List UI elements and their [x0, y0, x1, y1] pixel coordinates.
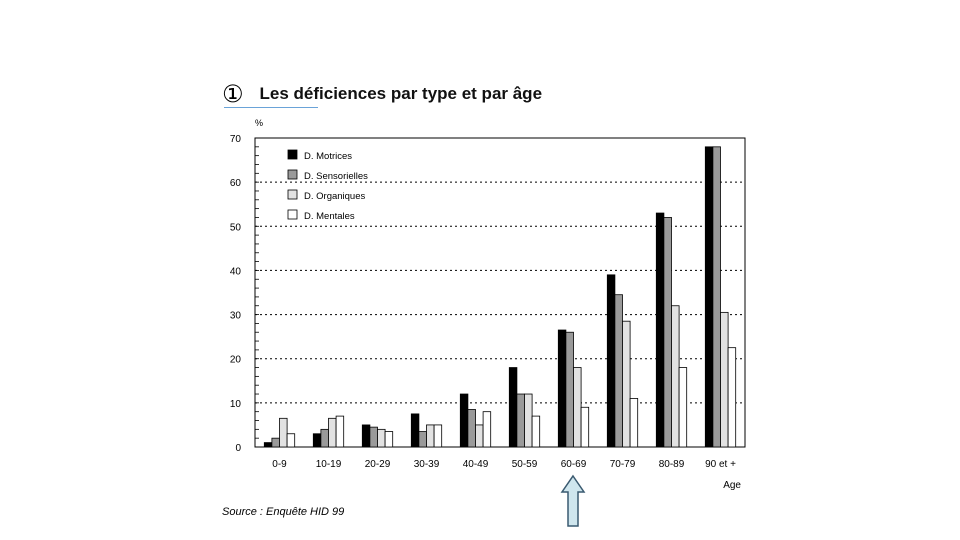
bar-1 — [263, 442, 273, 448]
figure-number: ① — [222, 80, 244, 108]
bar-1 — [410, 413, 420, 448]
x-tick-label: 20-29 — [365, 459, 391, 470]
bar-4 — [678, 367, 688, 448]
bar-4 — [482, 411, 492, 448]
legend-label: D. Motrices — [304, 151, 352, 162]
bar-3 — [622, 320, 631, 448]
bar-2 — [516, 393, 525, 448]
legend-label: D. Sensorielles — [304, 171, 368, 182]
bar-4 — [433, 424, 443, 448]
bar-4 — [286, 433, 296, 448]
bar-3 — [279, 417, 288, 448]
bar-4 — [580, 406, 590, 448]
legend-label: D. Mentales — [304, 211, 355, 222]
bar-3 — [671, 305, 680, 448]
source-note: Source : Enquête HID 99 — [222, 506, 345, 518]
legend-swatch — [287, 209, 298, 220]
bar-3 — [328, 417, 337, 448]
bar-2 — [712, 146, 721, 448]
bar-4 — [531, 415, 541, 448]
bar-1 — [312, 433, 322, 448]
x-tick-label: 80-89 — [659, 459, 685, 470]
legend-label: D. Organiques — [304, 191, 366, 202]
bar-2 — [320, 428, 329, 448]
legend-swatch — [287, 189, 298, 200]
legend-swatch — [287, 149, 298, 160]
x-tick-label: 90 et + — [705, 459, 736, 470]
x-axis-label: Age — [723, 480, 741, 491]
x-tick-label: 50-59 — [512, 459, 538, 470]
bar-2 — [565, 331, 574, 448]
x-tick-label: 70-79 — [610, 459, 636, 470]
bar-1 — [361, 424, 371, 448]
bar-4 — [727, 347, 737, 448]
bar-3 — [524, 393, 533, 448]
bar-3 — [475, 424, 484, 448]
bar-1 — [508, 367, 518, 448]
bar-2 — [271, 437, 280, 448]
y-tick-label: 60 — [230, 178, 242, 189]
bar-3 — [426, 424, 435, 448]
bar-2 — [418, 431, 427, 448]
bar-1 — [557, 329, 567, 448]
x-tick-label: 0-9 — [272, 459, 287, 470]
x-tick-label: 60-69 — [561, 459, 587, 470]
bar-2 — [369, 426, 378, 448]
up-arrow-shape — [560, 474, 586, 527]
bar-2 — [467, 409, 476, 448]
bar-1 — [606, 274, 616, 448]
title-underline — [224, 107, 318, 108]
x-tick-label: 10-19 — [316, 459, 342, 470]
up-arrow-icon — [560, 474, 586, 527]
bar-2 — [614, 294, 623, 448]
y-axis-label: % — [255, 118, 263, 128]
y-tick-label: 40 — [230, 266, 242, 277]
bar-3 — [573, 367, 582, 448]
y-tick-label: 70 — [230, 134, 242, 145]
bar-3 — [720, 311, 729, 448]
bar-1 — [459, 393, 469, 448]
bar-4 — [629, 398, 639, 448]
plot-area-frame — [254, 137, 746, 448]
bar-2 — [663, 217, 672, 448]
bar-1 — [704, 146, 714, 448]
y-tick-label: 0 — [235, 443, 241, 454]
bar-4 — [384, 431, 394, 448]
chart-title-text: Les déficiences par type et par âge — [259, 84, 543, 103]
bar-1 — [655, 212, 665, 448]
y-tick-label: 50 — [230, 222, 242, 233]
bar-4 — [335, 415, 345, 448]
legend-swatch — [287, 169, 298, 180]
x-tick-label: 30-39 — [414, 459, 440, 470]
chart-title: ① Les déficiences par type et par âge — [222, 82, 542, 106]
y-tick-label: 30 — [230, 311, 242, 322]
y-tick-label: 20 — [230, 355, 242, 366]
x-tick-label: 40-49 — [463, 459, 489, 470]
bar-3 — [377, 428, 386, 448]
y-tick-label: 10 — [230, 399, 242, 410]
